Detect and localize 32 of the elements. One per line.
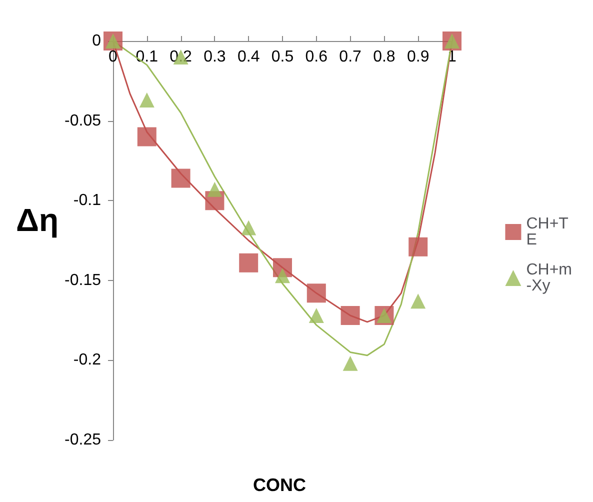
y-tick-label: -0.25: [64, 432, 102, 448]
point: [275, 268, 290, 284]
point: [207, 182, 222, 197]
point: [239, 253, 258, 272]
x-tick-label: 0.8: [373, 48, 396, 66]
y-axis-title: Δη: [16, 202, 59, 238]
x-tick-label: 0: [108, 48, 118, 66]
point: [306, 284, 326, 303]
y-tick-label: 0: [92, 32, 102, 50]
point: [139, 92, 154, 108]
x-axis-title: CONC: [253, 475, 306, 495]
legend-label: CH+m-Xy: [526, 262, 572, 294]
y-tick-label: -0.05: [64, 112, 102, 130]
x-tick-label: 0.5: [271, 48, 294, 66]
point: [241, 220, 256, 236]
y-tick-label: -0.15: [64, 272, 102, 289]
x-tick-label: 0.9: [406, 48, 430, 66]
x-tick-label: 0.2: [170, 48, 192, 66]
y-tick-label: -0.2: [73, 352, 102, 369]
x-tick-label: 0.4: [237, 48, 260, 66]
x-tick-label: 0.6: [305, 48, 328, 66]
legend-label: CH+TE: [526, 216, 569, 248]
x-tick-label: 0.7: [339, 48, 362, 66]
point: [410, 294, 426, 309]
y-tick-label: -0.1: [73, 192, 102, 210]
point: [308, 308, 324, 324]
point: [408, 237, 428, 256]
point: [340, 306, 360, 326]
point: [171, 168, 190, 188]
point: [342, 356, 358, 371]
x-tick-label: 0.3: [204, 48, 226, 66]
point: [137, 127, 156, 146]
